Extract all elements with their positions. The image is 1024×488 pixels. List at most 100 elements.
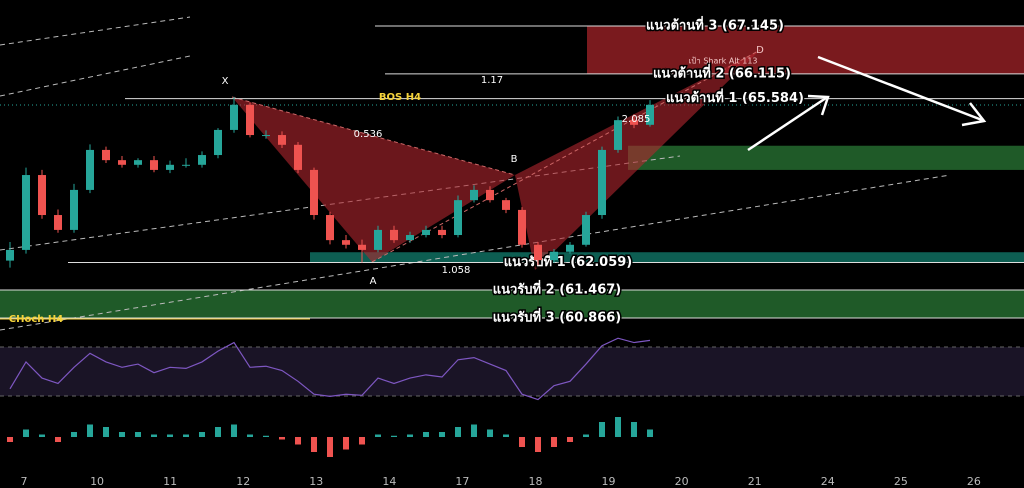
candle-body [214,129,222,156]
x-tick-label: 11 [163,475,177,488]
x-tick-label: 17 [455,475,469,488]
histogram-bar [119,432,125,437]
level-label: แนวรับที่ 2 (61.467) [493,280,622,298]
pattern-point-x: X [222,76,229,87]
histogram-bar [167,434,173,437]
levels: แนวต้านที่ 3 (67.145) แนวต้านที่ 2 (66.11… [0,14,1024,327]
candle-body [70,189,78,230]
histogram-bar [311,437,317,452]
candles [6,96,654,268]
level-label: แนวต้านที่ 3 (67.145) [646,15,784,33]
x-tick-label: 18 [528,475,542,488]
pattern-point-b: B [511,154,518,165]
histogram-bar [71,432,77,437]
x-tick-label: 20 [675,475,689,488]
candle-body [406,235,414,241]
x-tick-label: 7 [21,475,28,488]
candle-body [566,244,574,252]
candle-body [454,200,462,236]
candle-body [54,215,62,230]
candle-body [246,104,254,136]
x-tick-label: 19 [602,475,616,488]
candle-body [390,229,398,241]
zone [310,252,1024,263]
candle-body [118,160,126,165]
histogram-bar [39,434,45,437]
histogram-bar [215,427,221,437]
x-tick-label: 12 [236,475,250,488]
histogram-bar [583,434,589,437]
histogram-bar [391,435,397,437]
x-tick-label: 10 [90,475,104,488]
histogram-bar [423,432,429,437]
histogram-bar [647,429,653,437]
rsi-line [9,337,651,401]
candle-body [150,160,158,170]
candle-body [38,175,46,216]
candle-body [86,149,94,190]
candle-body [422,229,430,236]
histogram-bar [519,437,525,447]
target-label: เป้า Shark Alt 113 [688,57,757,66]
candle-body [646,104,654,125]
x-axis: 7 10 11 12 13 14 17 18 19 20 21 24 25 26 [21,475,981,488]
candle-body [294,144,302,170]
x-tick-label: 21 [748,475,762,488]
histogram-bar [263,435,269,437]
candle-body [134,160,142,165]
candle-body [550,251,558,261]
histogram-bar [135,432,141,437]
x-tick-label: 14 [382,475,396,488]
x-tick-label: 26 [967,475,981,488]
pattern-point-d: D [756,45,764,56]
x-tick-label: 25 [894,475,908,488]
histogram-bar [343,437,349,450]
histogram-bar [23,429,29,437]
histogram-bar [615,417,621,437]
zones [0,25,1024,318]
candle-body [358,244,366,250]
candle-body [310,169,318,216]
histogram-bar [439,432,445,437]
ratio-label: 1.17 [481,75,503,86]
candle-body [582,215,590,245]
candle-body [534,244,542,261]
histogram-bar [327,437,333,457]
candle-body [166,164,174,170]
histogram-bar [247,434,253,437]
histogram-bar [551,437,557,447]
candle-body [326,215,334,241]
histogram-bar [151,434,157,437]
candle-body [518,209,526,245]
candle-body [198,155,206,165]
candle-body [342,240,350,245]
candle-body [182,164,190,166]
ratio-label: 1.058 [442,265,471,276]
histogram-bar [471,424,477,437]
ratio-label: 2.085 [622,114,651,125]
histogram-bar [279,437,285,440]
candle-body [22,175,30,250]
histogram-bar [503,434,509,437]
histogram-bar [199,432,205,437]
x-tick-label: 13 [309,475,323,488]
level-label: แนวต้านที่ 1 (65.584) [666,88,804,106]
histogram [7,417,653,457]
histogram-bar [599,422,605,437]
zone [628,145,1024,170]
candle-body [630,120,638,125]
histogram-bar [7,437,13,442]
rsi [9,337,651,401]
rsi-band [0,347,1024,396]
candle-body [598,149,606,216]
candle-body [6,249,14,261]
pattern-point-a: A [370,276,377,287]
candle-body [438,229,446,236]
histogram-bar [407,434,413,437]
level-label: แนวรับที่ 1 (62.059) [504,252,633,270]
x-tick-label: 24 [821,475,835,488]
level-label: แนวต้านที่ 2 (66.115) [653,63,791,81]
histogram-bar [631,422,637,437]
histogram-bar [87,424,93,437]
